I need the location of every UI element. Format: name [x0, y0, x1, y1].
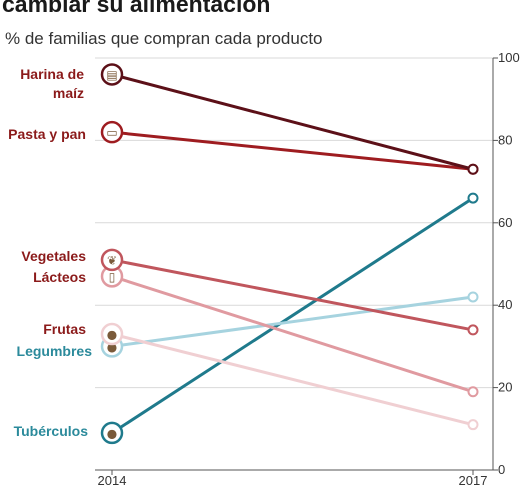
start-point-vegetales [100, 248, 124, 272]
start-point-frutas [100, 322, 124, 346]
series-line-legumbres [110, 295, 475, 348]
series-line-pasta-y-pan [110, 130, 475, 171]
series-label-pasta-y-pan: Pasta y pan [8, 126, 86, 142]
bean-icon-glyph: ● [107, 340, 117, 354]
bread-icon-glyph: ▭ [106, 126, 117, 140]
apple-icon-glyph: ● [107, 328, 117, 342]
flour-bag-icon: ▤ [100, 63, 124, 86]
apple-icon: ● [100, 322, 124, 346]
series-label-legumbres: Legumbres [17, 343, 93, 359]
x-tick-label-2014: 2014 [98, 473, 127, 487]
potato-icon-glyph: ● [107, 426, 117, 440]
y-tick-label-80: 80 [498, 132, 512, 147]
series-line-tuberculos [110, 196, 475, 435]
flour-bag-icon-glyph: ▤ [106, 68, 117, 82]
x-tick-label-2017: 2017 [459, 473, 488, 487]
series-label-harina-de-maiz-line2: maíz [53, 85, 84, 101]
bread-icon: ▭ [100, 120, 124, 144]
y-tick-label-0: 0 [498, 462, 505, 477]
series-line-frutas [110, 332, 475, 427]
end-point-harina-de-maiz [467, 163, 479, 175]
end-point-lacteos [467, 386, 479, 398]
potato-icon: ● [100, 421, 124, 445]
end-point-frutas [467, 419, 479, 431]
pepper-icon-glyph: ❦ [107, 253, 117, 267]
series-line-lacteos [110, 274, 475, 394]
start-point-tuberculos [100, 421, 124, 445]
chart-subtitle: % de familias que compran cada producto [5, 29, 323, 48]
y-tick-label-100: 100 [498, 50, 520, 65]
pepper-icon: ❦ [100, 248, 124, 272]
chart-title: cambiar su alimentación [2, 0, 271, 17]
y-tick-label-40: 40 [498, 297, 512, 312]
end-point-vegetales [467, 324, 479, 336]
series-label-vegetales: Vegetales [21, 248, 86, 264]
end-point-legumbres [467, 291, 479, 303]
end-point-tuberculos [467, 192, 479, 204]
series-label-frutas: Frutas [43, 321, 86, 337]
start-point-harina-de-maiz [100, 63, 124, 86]
series-label-harina-de-maiz-line1: Harina de [20, 66, 84, 82]
y-tick-label-60: 60 [498, 215, 512, 230]
y-tick-label-20: 20 [498, 380, 512, 395]
series-line-harina-de-maiz [110, 72, 475, 171]
series-label-tuberculos: Tubérculos [14, 423, 89, 439]
milk-carton-icon-glyph: ▯ [109, 270, 116, 284]
series-line-vegetales [110, 258, 475, 332]
start-point-pasta-y-pan [100, 120, 124, 144]
series-label-lacteos: Lácteos [33, 269, 86, 285]
